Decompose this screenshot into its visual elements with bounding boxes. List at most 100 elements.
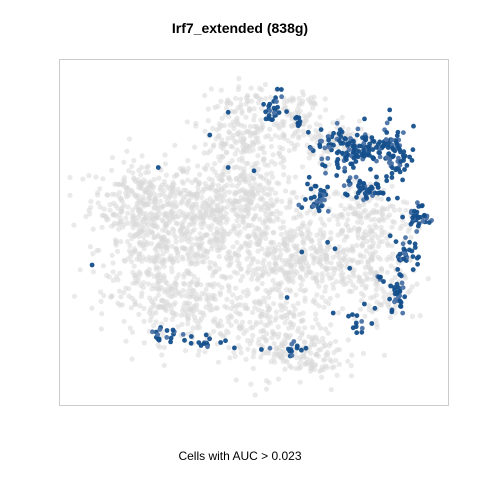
- background-cell-point: [185, 235, 191, 241]
- background-cell-point: [165, 292, 171, 298]
- highlighted-cell-point: [384, 178, 390, 184]
- background-cell-point: [260, 260, 266, 266]
- background-cell-point: [321, 343, 327, 350]
- highlighted-cell-point: [188, 340, 194, 346]
- background-cell-point: [216, 176, 222, 182]
- background-cell-point: [159, 321, 165, 327]
- background-cell-point: [304, 361, 311, 367]
- background-cell-point: [275, 376, 282, 382]
- background-cell-point: [153, 319, 159, 325]
- background-cell-point: [137, 250, 143, 257]
- background-cell-point: [118, 197, 124, 203]
- background-cell-point: [235, 253, 242, 259]
- background-cell-point: [155, 277, 161, 284]
- background-cell-point: [139, 153, 145, 159]
- background-cell-point: [194, 281, 200, 288]
- background-cell-point: [192, 314, 198, 320]
- background-cell-point: [147, 317, 153, 324]
- background-cell-point: [318, 367, 325, 373]
- background-cell-point: [110, 269, 116, 275]
- background-cell-point: [86, 173, 92, 179]
- background-cell-point: [237, 345, 243, 351]
- background-cell-point: [311, 94, 317, 100]
- background-cell-point: [122, 175, 128, 181]
- background-cell-point: [313, 316, 319, 322]
- background-cell-point: [319, 374, 325, 380]
- highlighted-cell-point: [155, 165, 161, 170]
- background-cell-point: [324, 349, 331, 355]
- background-cell-point: [368, 217, 374, 223]
- background-cell-point: [247, 123, 253, 130]
- highlighted-cell-point: [326, 134, 332, 140]
- highlighted-cell-point: [357, 188, 362, 194]
- highlighted-cell-point: [355, 126, 361, 132]
- background-cell-point: [136, 311, 142, 317]
- background-cell-point: [115, 205, 121, 211]
- background-cell-point: [160, 277, 166, 283]
- background-cell-point: [118, 239, 124, 245]
- highlighted-cell-point: [350, 312, 355, 317]
- background-cell-point: [271, 355, 277, 361]
- background-cell-point: [179, 245, 185, 251]
- background-cell-point: [360, 209, 366, 215]
- background-cell-point: [112, 237, 118, 243]
- background-cell-point: [212, 296, 219, 302]
- highlighted-cell-point: [407, 239, 412, 245]
- background-cell-point: [136, 256, 142, 262]
- background-cell-point: [409, 284, 415, 290]
- highlighted-cell-point: [402, 167, 407, 172]
- background-cell-point: [283, 188, 289, 194]
- background-cell-point: [386, 254, 392, 260]
- background-cell-point: [355, 228, 362, 234]
- highlighted-cell-point: [354, 313, 360, 318]
- highlighted-cell-point: [354, 330, 360, 336]
- background-cell-point: [349, 205, 355, 211]
- background-cell-point: [245, 98, 251, 104]
- highlighted-cell-point: [369, 321, 375, 326]
- background-cell-point: [370, 294, 377, 300]
- background-cell-point: [334, 372, 340, 378]
- background-cell-point: [239, 110, 245, 116]
- background-cell-point: [144, 201, 150, 208]
- background-cell-point: [280, 155, 286, 161]
- highlighted-cell-point: [422, 213, 428, 219]
- background-cell-point: [234, 270, 240, 276]
- highlighted-cell-point: [402, 294, 408, 300]
- background-cell-point: [229, 144, 236, 150]
- background-cell-point: [145, 196, 151, 202]
- background-cell-point: [219, 284, 225, 291]
- background-cell-point: [237, 137, 243, 143]
- background-cell-point: [360, 240, 366, 246]
- background-cell-point: [260, 197, 266, 203]
- background-cell-point: [190, 208, 196, 214]
- background-cell-point: [129, 356, 135, 362]
- background-cell-point: [313, 249, 319, 255]
- background-cell-point: [147, 180, 153, 186]
- highlighted-cell-point: [305, 129, 311, 135]
- background-cell-point: [202, 128, 208, 134]
- background-cell-point: [164, 214, 170, 220]
- highlighted-cell-point: [401, 149, 407, 155]
- background-cell-point: [248, 381, 254, 387]
- background-cell-point: [297, 274, 303, 280]
- background-cell-point: [326, 217, 332, 223]
- highlighted-cell-point: [401, 246, 407, 252]
- background-cell-point: [312, 342, 318, 348]
- background-cell-point: [247, 243, 253, 249]
- background-cell-point: [264, 331, 270, 337]
- background-cell-point: [298, 318, 304, 324]
- chart-caption: Cells with AUC > 0.023: [178, 449, 302, 463]
- highlighted-cell-point: [267, 345, 273, 351]
- background-cell-point: [131, 246, 138, 252]
- background-cell-point: [342, 206, 348, 212]
- background-cell-point: [381, 206, 387, 212]
- background-cell-point: [268, 170, 274, 176]
- background-cell-point: [311, 260, 317, 266]
- background-cell-point: [132, 222, 138, 228]
- background-cell-point: [261, 156, 267, 162]
- background-cell-point: [276, 241, 282, 248]
- background-cell-point: [174, 213, 180, 219]
- background-cell-point: [214, 127, 220, 133]
- background-cell-point: [143, 211, 149, 217]
- background-cell-point: [335, 232, 341, 238]
